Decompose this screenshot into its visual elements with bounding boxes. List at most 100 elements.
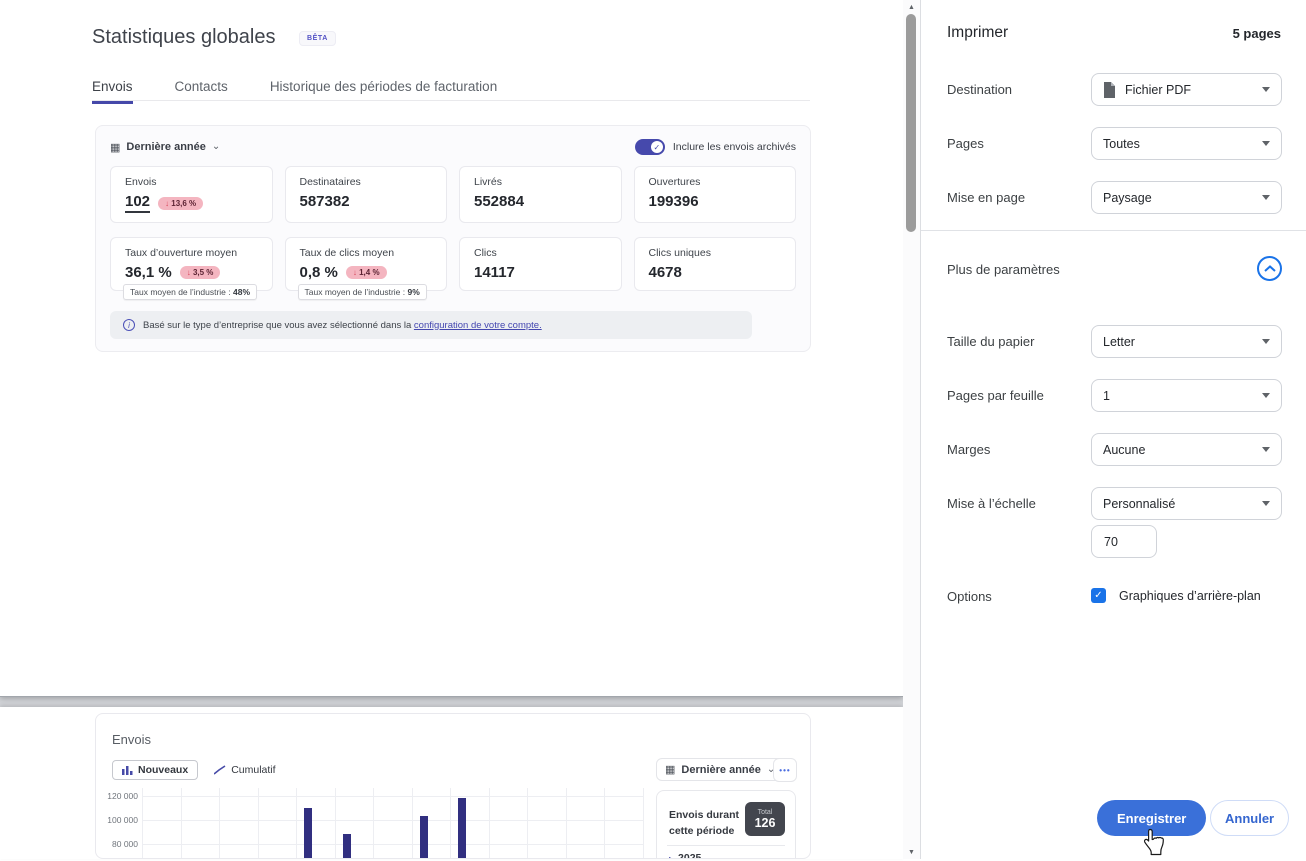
stat-value-link[interactable]: 102: [125, 193, 151, 213]
arrow-down-icon: ↓: [186, 268, 191, 277]
dialog-title: Imprimer: [947, 24, 1009, 41]
tab-divider: [92, 100, 810, 101]
destination-value: Fichier PDF: [1125, 82, 1191, 97]
scrollbar-thumb[interactable]: [906, 14, 916, 232]
v-gridline: [142, 788, 143, 858]
v-gridline: [296, 788, 298, 858]
layout-value: Paysage: [1103, 190, 1152, 205]
print-settings-panel: Imprimer 5 pages Destination Fichier PDF…: [920, 0, 1306, 859]
more-options-button[interactable]: •••: [773, 758, 797, 782]
options-label: Options: [947, 589, 992, 604]
margins-select[interactable]: Aucune: [1091, 433, 1282, 466]
chevron-down-icon: [1262, 141, 1270, 146]
line-chart-icon: [214, 765, 226, 775]
chevron-down-icon: [1262, 447, 1270, 452]
year-expander[interactable]: ▸ 2025: [669, 852, 701, 858]
preview-scrollbar[interactable]: ▲ ▼: [903, 0, 920, 859]
v-gridline: [565, 788, 567, 858]
pages-value: Toutes: [1103, 136, 1140, 151]
chart-plot: [142, 788, 644, 858]
stat-card-destinataires: Destinataires 587382: [284, 166, 447, 223]
v-gridline: [488, 788, 490, 858]
view-nouveaux-button[interactable]: Nouveaux: [112, 760, 199, 780]
paper-size-value: Letter: [1103, 334, 1135, 349]
background-graphics-label: Graphiques d’arrière-plan: [1119, 589, 1261, 603]
period-selector[interactable]: ▦ Dernière année ⌄: [110, 141, 220, 154]
more-settings-label: Plus de paramètres: [947, 262, 1060, 277]
scroll-up-arrow[interactable]: ▲: [908, 3, 915, 11]
toggle-knob-check-icon: ✓: [650, 141, 663, 153]
delta-value: 3,5 %: [192, 268, 214, 277]
info-note-text: Basé sur le type d’entreprise que vous a…: [143, 319, 542, 331]
v-gridline: [219, 788, 221, 858]
print-preview-area: Statistiques globales BÊTA Envois Contac…: [0, 0, 903, 859]
stat-label: Ouvertures: [648, 176, 701, 188]
tab-historique-facturation[interactable]: Historique des périodes de facturation: [269, 79, 498, 94]
stat-card-taux-ouverture: Taux d’ouverture moyen 36,1 % ↓ 3,5 % Ta…: [110, 237, 273, 300]
view-nouveaux-label: Nouveaux: [138, 764, 189, 776]
stat-value: 199396: [648, 193, 699, 210]
stat-card-envois: Envois 102 ↓ 13,6 %: [110, 166, 273, 223]
archived-toggle[interactable]: ✓: [634, 139, 665, 155]
tab-contacts[interactable]: Contacts: [174, 79, 228, 94]
scaling-select[interactable]: Personnalisé: [1091, 487, 1282, 520]
chevron-down-icon: [1262, 339, 1270, 344]
paper-size-label: Taille du papier: [947, 334, 1035, 349]
stat-label: Destinataires: [299, 176, 361, 188]
v-gridline: [180, 788, 182, 858]
delta-badge: ↓ 3,5 %: [179, 266, 221, 279]
stat-value: 14117: [474, 264, 515, 281]
arrow-down-icon: ↓: [352, 268, 357, 277]
v-gridline: [257, 788, 259, 858]
summary-title: Envois durant cette période: [669, 809, 740, 837]
calendar-icon: ▦: [110, 141, 121, 154]
stat-card-ouvertures: Ouvertures 199396: [633, 166, 796, 223]
account-config-link[interactable]: configuration de votre compte.: [413, 319, 542, 331]
chart-section-title: Envois: [112, 732, 152, 747]
envois-chart-card: Envois Nouveaux Cumulatif ▦ Dernière ann…: [95, 713, 811, 859]
h-gridline: [142, 820, 643, 821]
stat-label: Clics uniques: [648, 247, 711, 259]
destination-select[interactable]: Fichier PDF: [1091, 73, 1282, 106]
stat-value: 4678: [648, 264, 682, 281]
stat-card-clics-uniques: Clics uniques 4678: [633, 237, 796, 291]
industry-average-chip: Taux moyen de l’industrie : 48%: [123, 284, 258, 300]
stat-value: 552884: [474, 193, 525, 210]
pages-select[interactable]: Toutes: [1091, 127, 1282, 160]
stat-label: Taux d’ouverture moyen: [125, 247, 238, 259]
stat-value: 587382: [299, 193, 350, 210]
margins-label: Marges: [947, 442, 991, 457]
cancel-button[interactable]: Annuler: [1210, 800, 1290, 836]
chevron-down-icon: [1262, 501, 1270, 506]
beta-badge: BÊTA: [299, 31, 336, 46]
scroll-down-arrow[interactable]: ▼: [908, 848, 915, 856]
preview-page-2: Envois Nouveaux Cumulatif ▦ Dernière ann…: [0, 707, 903, 859]
scale-percent-input[interactable]: [1091, 525, 1157, 558]
delta-value: 13,6 %: [171, 198, 197, 208]
chevron-down-icon: [1262, 195, 1270, 200]
stats-section: ▦ Dernière année ⌄ ✓ Inclure les envois …: [95, 125, 811, 352]
preview-page-1: Statistiques globales BÊTA Envois Contac…: [0, 0, 903, 697]
view-cumulatif-button[interactable]: Cumulatif: [208, 761, 281, 779]
stat-card-clics: Clics 14117: [459, 237, 622, 291]
v-gridline: [450, 788, 452, 858]
bar-chart-icon: [122, 766, 133, 775]
check-icon: ✓: [1094, 590, 1103, 601]
total-label: Total: [757, 808, 773, 816]
total-badge: Total 126: [745, 802, 785, 836]
chart-period-selector[interactable]: ▦ Dernière année ⌄: [656, 758, 785, 781]
tab-envois[interactable]: Envois: [92, 80, 133, 104]
chart-bar: [304, 808, 313, 858]
industry-average-chip: Taux moyen de l’industrie : 9%: [297, 284, 427, 300]
stat-cards-grid: Envois 102 ↓ 13,6 % Destinataires 587382…: [110, 166, 796, 300]
info-icon: i: [123, 319, 135, 331]
background-graphics-checkbox[interactable]: ✓: [1091, 588, 1106, 603]
pages-per-sheet-select[interactable]: 1: [1091, 379, 1282, 412]
layout-select[interactable]: Paysage: [1091, 181, 1282, 214]
save-button[interactable]: Enregistrer: [1097, 800, 1207, 836]
collapse-settings-button[interactable]: [1257, 256, 1282, 281]
summary-divider: [667, 845, 785, 846]
tab-bar: Envois Contacts Historique des périodes …: [92, 80, 497, 104]
paper-size-select[interactable]: Letter: [1091, 325, 1282, 358]
delta-badge: ↓ 13,6 %: [158, 196, 204, 210]
